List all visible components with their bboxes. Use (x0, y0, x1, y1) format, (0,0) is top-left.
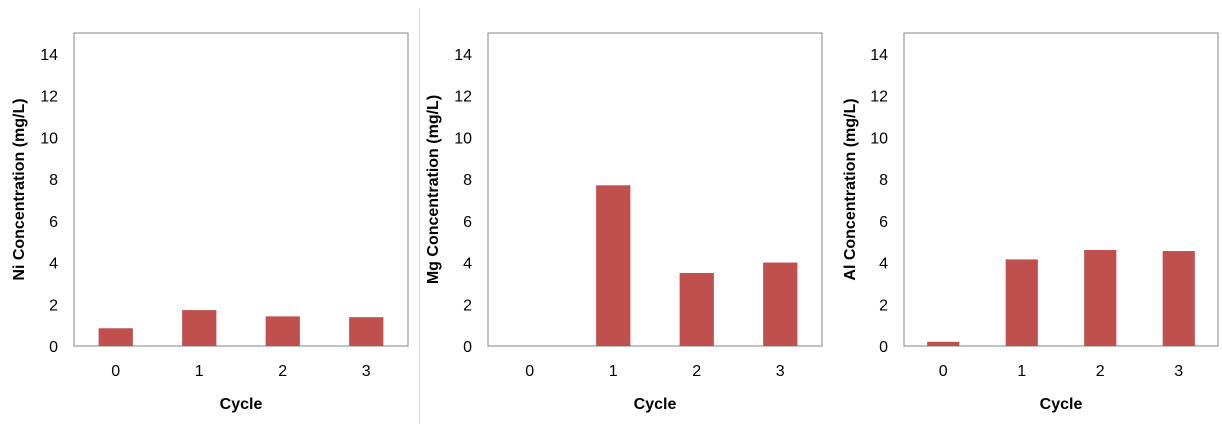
y-tick-label: 8 (49, 172, 58, 189)
x-axis-title: Cycle (1040, 396, 1083, 413)
y-tick-label: 6 (463, 214, 472, 231)
x-tick-label: 1 (609, 363, 618, 380)
y-tick-label: 8 (463, 172, 472, 189)
x-axis-title: Cycle (634, 396, 677, 413)
y-tick-label: 4 (49, 256, 58, 273)
bar (1162, 251, 1195, 346)
bar (1084, 250, 1117, 346)
panel-divider (419, 8, 420, 424)
y-axis-title: Ni Concentration (mg/L) (11, 98, 28, 280)
y-tick-label: 14 (870, 47, 888, 64)
y-tick-label: 4 (879, 256, 888, 273)
plot-area-frame (73, 32, 409, 347)
x-tick-label: 2 (692, 363, 701, 380)
y-tick-label: 2 (879, 297, 888, 314)
x-tick-label: 0 (939, 363, 948, 380)
y-tick-label: 8 (879, 172, 888, 189)
plot-area-frame (487, 32, 823, 347)
y-tick-label: 12 (454, 89, 472, 106)
bar (182, 310, 217, 346)
y-tick-label: 4 (463, 256, 472, 273)
y-tick-label: 6 (49, 214, 58, 231)
y-tick-label: 10 (40, 130, 58, 147)
x-tick-label: 3 (1174, 363, 1183, 380)
y-tick-label: 6 (879, 214, 888, 231)
bar (927, 341, 960, 346)
x-tick-label: 0 (525, 363, 534, 380)
y-tick-label: 12 (40, 89, 58, 106)
y-tick-label: 10 (870, 130, 888, 147)
x-axis-title: Cycle (220, 396, 263, 413)
x-tick-label: 0 (111, 363, 120, 380)
bar (1005, 259, 1038, 346)
y-tick-label: 10 (454, 130, 472, 147)
x-tick-label: 1 (195, 363, 204, 380)
y-tick-label: 14 (454, 47, 472, 64)
bar (98, 328, 133, 346)
bar (349, 317, 384, 346)
y-axis-title: Mg Concentration (mg/L) (425, 95, 442, 284)
x-tick-label: 3 (776, 363, 785, 380)
plot-area-frame (903, 32, 1219, 347)
y-tick-label: 14 (40, 47, 58, 64)
x-tick-label: 1 (1017, 363, 1026, 380)
x-tick-label: 2 (278, 363, 287, 380)
y-axis-title: Al Concentration (mg/L) (842, 98, 859, 280)
x-tick-label: 2 (1096, 363, 1105, 380)
y-tick-label: 0 (463, 339, 472, 356)
x-tick-label: 3 (362, 363, 371, 380)
bar (265, 316, 300, 346)
y-tick-label: 0 (49, 339, 58, 356)
y-tick-label: 12 (870, 89, 888, 106)
y-tick-label: 2 (49, 297, 58, 314)
bar (679, 272, 714, 346)
bar (596, 185, 631, 346)
y-tick-label: 0 (879, 339, 888, 356)
y-tick-label: 2 (463, 297, 472, 314)
bar (763, 262, 798, 346)
